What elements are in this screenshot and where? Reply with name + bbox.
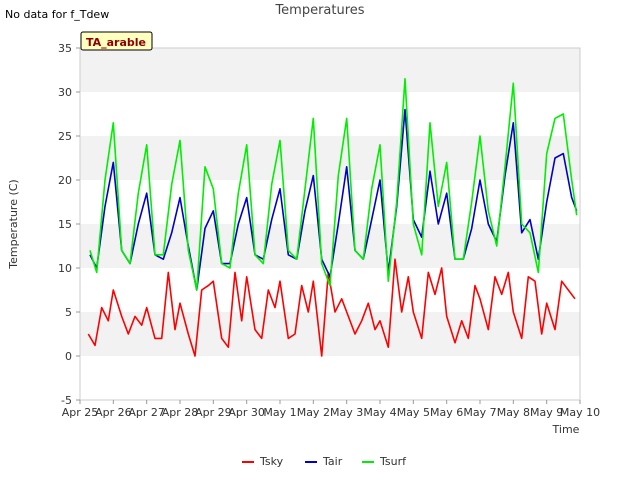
y-axis-label: Temperature (C) xyxy=(7,179,20,269)
x-tick-label: May 3 xyxy=(330,406,363,419)
background-band xyxy=(80,48,580,92)
legend-label: Tair xyxy=(322,455,343,468)
x-tick-label: Apr 26 xyxy=(95,406,132,419)
x-tick-label: May 4 xyxy=(363,406,396,419)
x-axis-label: Time xyxy=(552,423,580,436)
x-tick-label: May 5 xyxy=(397,406,430,419)
legend-label: Tsurf xyxy=(379,455,407,468)
series-line-tsurf xyxy=(89,78,578,291)
y-tick-label: 25 xyxy=(58,130,72,143)
y-tick-label: 20 xyxy=(58,174,72,187)
station-label: TA_arable xyxy=(86,36,146,49)
legend-item-tsurf: Tsurf xyxy=(362,455,407,468)
y-tick-label: -5 xyxy=(61,394,72,407)
x-tick-label: May 6 xyxy=(430,406,463,419)
x-tick-label: May 7 xyxy=(463,406,496,419)
x-tick-label: Apr 30 xyxy=(228,406,265,419)
y-tick-label: 35 xyxy=(58,42,72,55)
y-tick-label: 15 xyxy=(58,218,72,231)
x-tick-label: May 10 xyxy=(560,406,600,419)
x-tick-label: May 2 xyxy=(297,406,330,419)
background-band xyxy=(80,136,580,180)
x-tick-label: May 8 xyxy=(497,406,530,419)
series-line-tsky xyxy=(87,258,576,357)
y-tick-label: 10 xyxy=(58,262,72,275)
y-tick-label: 30 xyxy=(58,86,72,99)
background-bands xyxy=(80,48,580,356)
x-tick-label: Apr 27 xyxy=(128,406,165,419)
background-band xyxy=(80,312,580,356)
no-data-notice: No data for f_Tdew xyxy=(5,8,109,21)
legend: Tsky Tair Tsurf xyxy=(242,455,407,468)
station-label-background xyxy=(80,31,153,51)
x-tick-label: Apr 29 xyxy=(195,406,232,419)
station-label-box: TA_arable xyxy=(80,31,153,51)
series-lines xyxy=(87,78,578,357)
x-tick-label: Apr 25 xyxy=(62,406,99,419)
y-tick-label: 5 xyxy=(65,306,72,319)
legend-item-tair: Tair xyxy=(305,455,343,468)
legend-item-tsky: Tsky xyxy=(242,455,284,468)
x-tick-label: May 1 xyxy=(263,406,296,419)
x-tick-label: Apr 28 xyxy=(162,406,199,419)
x-tick-label: May 9 xyxy=(530,406,563,419)
legend-label: Tsky xyxy=(259,455,284,468)
chart-title: Temperatures xyxy=(274,3,364,18)
y-axis-ticks: -5 0 5 10 15 20 25 30 35 xyxy=(58,42,80,407)
y-tick-label: 0 xyxy=(65,350,72,363)
